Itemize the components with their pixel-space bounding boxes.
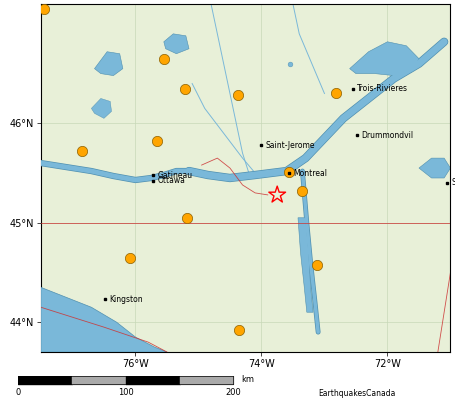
Text: Drummondvil: Drummondvil xyxy=(362,131,414,140)
Point xyxy=(78,148,86,154)
Text: She: She xyxy=(452,178,455,188)
Point xyxy=(183,214,191,221)
Text: 100: 100 xyxy=(118,388,134,397)
Polygon shape xyxy=(91,98,111,118)
Text: Kingston: Kingston xyxy=(110,295,143,304)
Point xyxy=(285,169,292,175)
Point xyxy=(40,6,48,12)
Polygon shape xyxy=(419,158,450,178)
Text: 200: 200 xyxy=(225,388,241,397)
Polygon shape xyxy=(164,34,189,54)
Polygon shape xyxy=(298,218,313,312)
Text: Ottawa: Ottawa xyxy=(157,176,185,186)
Point xyxy=(236,327,243,333)
Point xyxy=(160,56,167,62)
Text: Montreal: Montreal xyxy=(293,168,327,178)
Text: 0: 0 xyxy=(15,388,21,397)
Point xyxy=(154,138,161,144)
Point xyxy=(127,254,134,261)
Point xyxy=(299,188,306,194)
Point xyxy=(313,261,320,268)
Point xyxy=(332,90,339,97)
Polygon shape xyxy=(95,52,123,76)
Point xyxy=(234,92,242,99)
Point xyxy=(273,192,281,198)
Polygon shape xyxy=(41,287,167,352)
Text: Trois-Rivieres: Trois-Rivieres xyxy=(357,84,408,93)
Point xyxy=(286,60,293,67)
Text: km: km xyxy=(241,375,254,384)
Text: EarthquakesCanada: EarthquakesCanada xyxy=(318,389,396,398)
Point xyxy=(181,85,188,92)
Polygon shape xyxy=(349,42,419,76)
Text: Gatineau: Gatineau xyxy=(157,170,192,180)
Text: Saint-Jerome: Saint-Jerome xyxy=(266,141,315,150)
